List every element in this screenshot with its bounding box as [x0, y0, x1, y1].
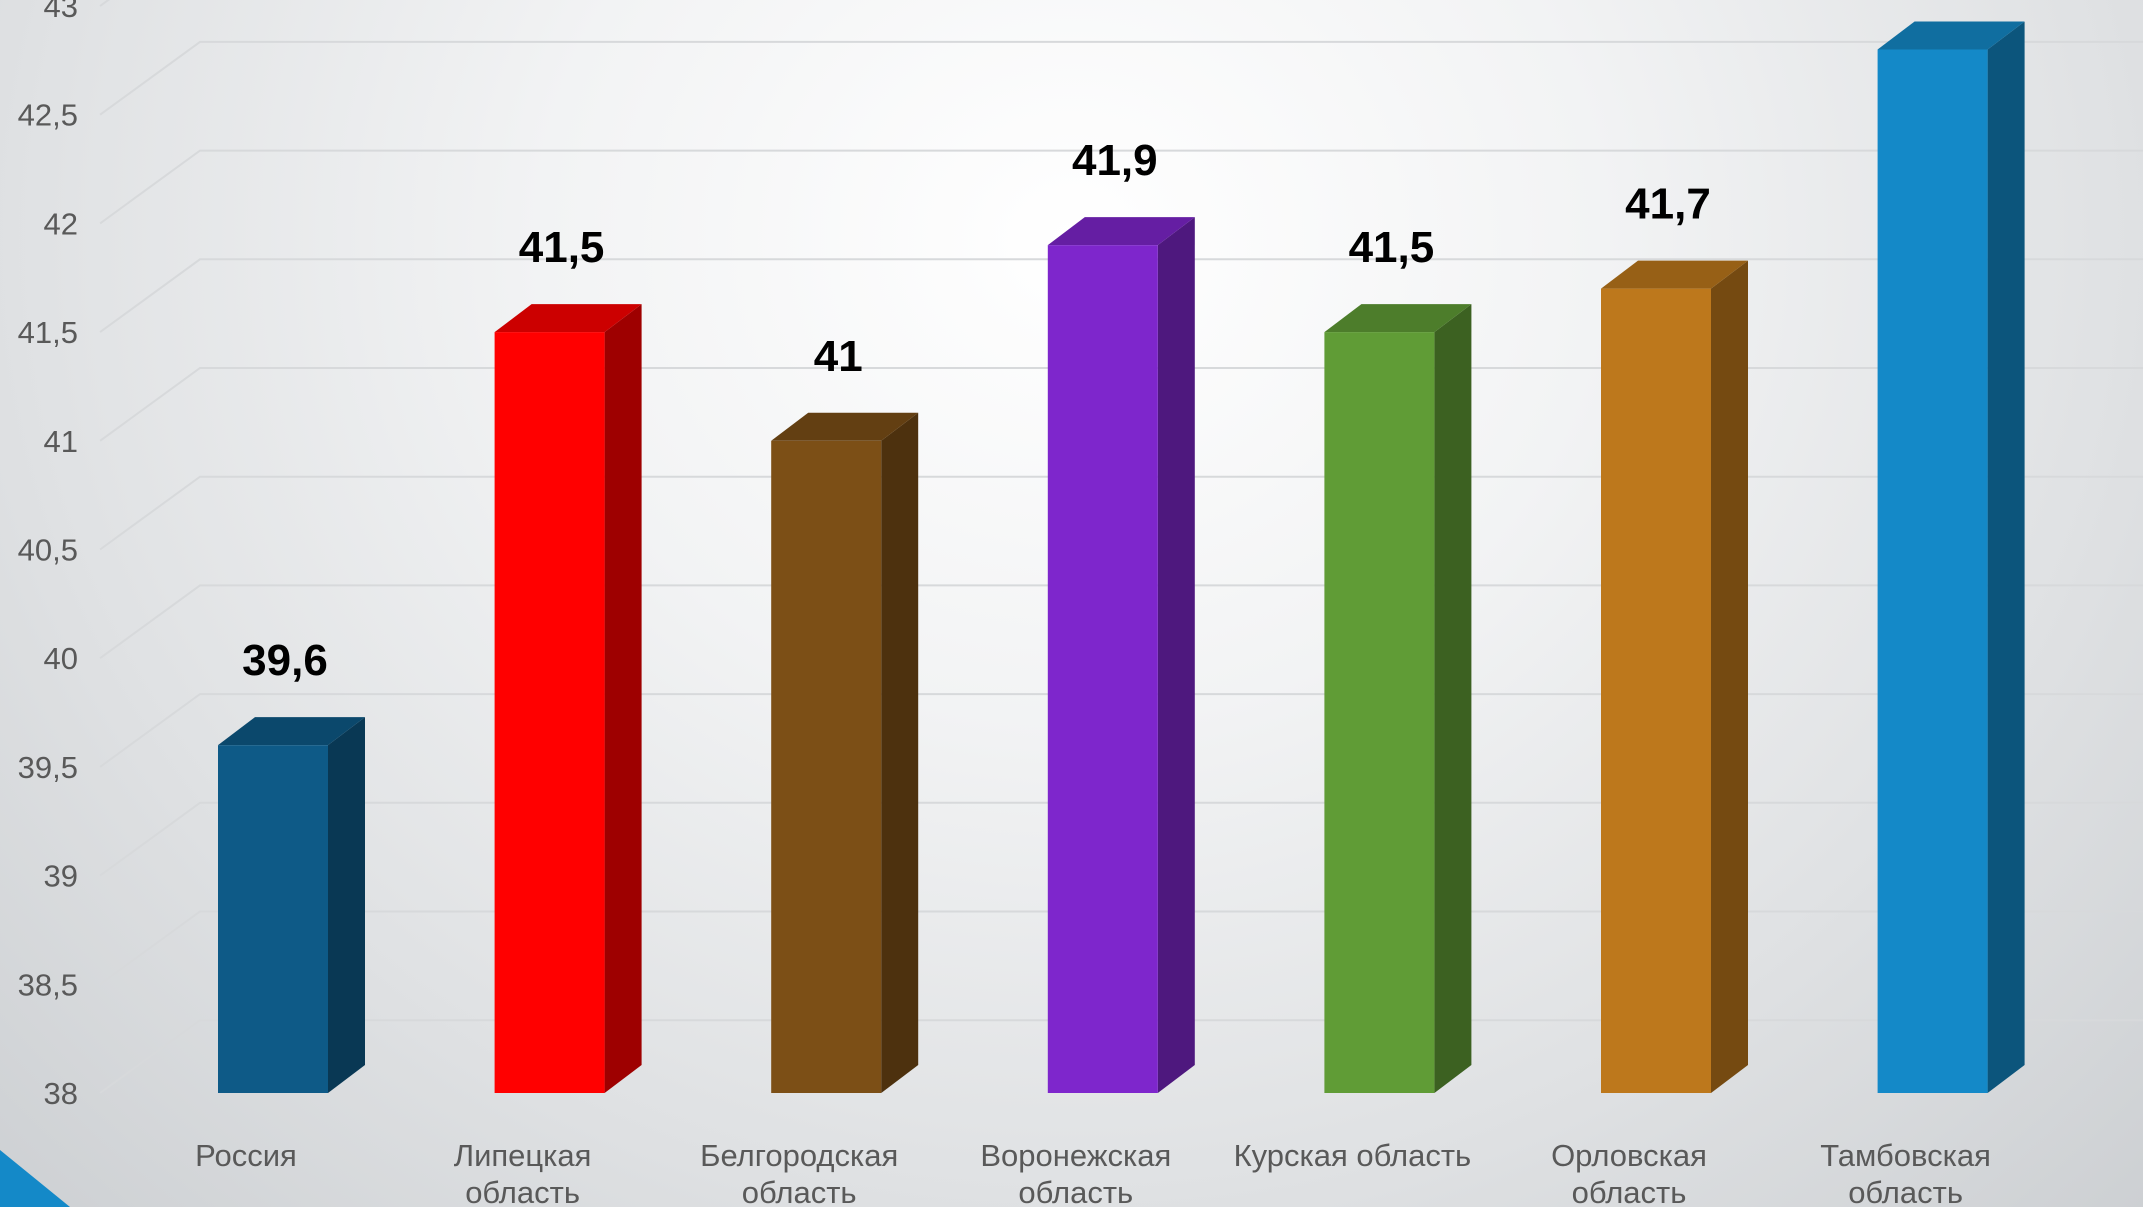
bar-top: [1877, 21, 2025, 50]
gridline: [99, 910, 2143, 986]
data-label: 41,5: [1349, 223, 1435, 272]
data-label: 41: [814, 332, 863, 381]
x-axis: Россия ЛипецкаяобластьБелгородскаяобласть…: [195, 1138, 1991, 1207]
bar-side: [881, 412, 919, 1093]
y-tick-label: 39: [44, 859, 78, 894]
bar: [771, 412, 919, 1093]
bar-top: [494, 304, 642, 333]
bar-front: [218, 745, 328, 1093]
y-tick-label: 42: [44, 206, 78, 241]
gridline: [99, 0, 111, 7]
bar-top: [218, 717, 365, 746]
bar-front: [1324, 332, 1435, 1094]
gridline: [99, 584, 2143, 660]
bar-side: [1711, 260, 1748, 1093]
data-label: 41,7: [1625, 180, 1711, 229]
bar-front: [1877, 49, 1988, 1094]
bar-front: [1601, 288, 1711, 1093]
y-tick-label: 39,5: [18, 750, 78, 785]
y-axis: 38 38,5 39 39,5 40 40,5 41 41,5 42 42,5 43: [18, 0, 78, 1111]
bar-top: [1047, 217, 1195, 246]
category-label: Курская область: [1234, 1138, 1472, 1173]
bar-side: [1987, 21, 2025, 1094]
data-label: 41,9: [1072, 136, 1158, 185]
y-tick-label: 38,5: [18, 967, 78, 1002]
bar-front: [494, 332, 605, 1094]
bar: [1877, 21, 2025, 1094]
bar-top: [1601, 260, 1748, 289]
y-tick-label: 41,5: [18, 315, 78, 350]
corner-accent: [0, 1150, 70, 1207]
y-tick-label: 38: [44, 1076, 78, 1111]
category-label: Воронежская: [980, 1138, 1171, 1173]
gridline: [99, 475, 2143, 551]
category-label: область: [465, 1175, 580, 1207]
bar-front: [1047, 245, 1158, 1093]
gridline: [99, 367, 2143, 442]
y-tick-label: 43: [44, 0, 78, 24]
category-label: Тамбовская: [1820, 1138, 1991, 1173]
gridline: [99, 149, 2143, 225]
gridline: [99, 693, 2143, 768]
gridline: [99, 1019, 2143, 1094]
category-label: область: [742, 1175, 857, 1207]
y-tick-label: 42,5: [18, 98, 78, 133]
y-tick-label: 41: [44, 424, 78, 459]
bar: [218, 717, 365, 1093]
y-tick-label: 40,5: [18, 533, 78, 568]
gridline: [99, 801, 2143, 877]
gridline: [99, 258, 2143, 333]
bar: [1601, 260, 1748, 1093]
data-label: 41,5: [519, 223, 605, 272]
bar-side: [604, 304, 642, 1094]
category-label: Липецкая: [454, 1138, 592, 1173]
category-label: Орловская: [1551, 1138, 1707, 1173]
bar-top: [1324, 304, 1472, 333]
y-tick-label: 40: [44, 641, 78, 676]
bar-side: [1157, 217, 1195, 1093]
bar-front: [771, 440, 882, 1093]
bar: [1047, 217, 1195, 1093]
bar-side: [328, 717, 365, 1093]
category-label: область: [1848, 1175, 1963, 1207]
bar: [1324, 304, 1472, 1094]
category-label: Белгородская: [700, 1138, 898, 1173]
bar: [494, 304, 642, 1094]
gridlines: [99, 0, 2143, 1094]
category-label: область: [1572, 1175, 1687, 1207]
bar-side: [1434, 304, 1472, 1094]
data-label: 39,6: [242, 636, 328, 685]
bar-top: [771, 412, 919, 441]
gridline: [99, 40, 2143, 116]
category-label: Россия: [195, 1138, 297, 1173]
category-label: область: [1018, 1175, 1133, 1207]
